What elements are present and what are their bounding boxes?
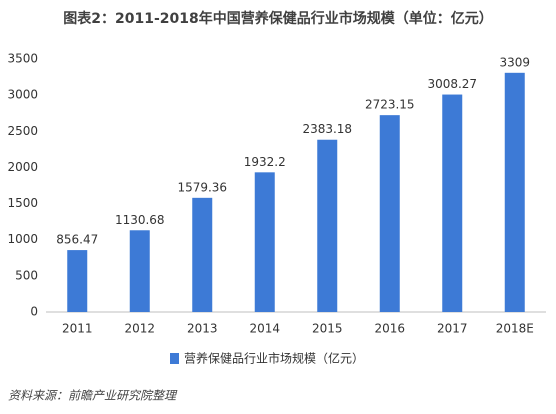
x-tick-label: 2014	[249, 322, 280, 336]
bar	[192, 197, 213, 312]
bar	[129, 230, 150, 312]
data-label: 1130.68	[115, 213, 165, 227]
x-tick-label: 2018E	[496, 322, 534, 336]
data-label: 3309	[499, 55, 530, 69]
y-tick-label: 2500	[7, 124, 38, 138]
x-tick-label: 2011	[62, 322, 93, 336]
data-label: 856.47	[56, 233, 98, 247]
x-tick-label: 2017	[437, 322, 468, 336]
legend-label: 营养保健品行业市场规模（亿元）	[184, 351, 364, 366]
bar	[254, 172, 275, 312]
legend-swatch	[170, 353, 179, 364]
data-label: 3008.27	[427, 77, 477, 91]
y-tick-label: 3500	[7, 52, 38, 66]
y-tick-label: 2000	[7, 160, 38, 174]
bar	[379, 115, 400, 313]
data-label: 1579.36	[177, 180, 227, 194]
x-tick-label: 2015	[312, 322, 343, 336]
data-label: 2723.15	[365, 98, 415, 112]
y-tick-label: 1500	[7, 196, 38, 210]
source-note: 资料来源：前瞻产业研究院整理	[8, 389, 178, 403]
bar	[317, 139, 338, 312]
y-tick-label: 3000	[7, 88, 38, 102]
y-tick-label: 1000	[7, 232, 38, 246]
x-tick-label: 2013	[187, 322, 218, 336]
bar	[504, 72, 525, 312]
data-label: 1932.2	[244, 155, 286, 169]
chart-title: 图表2：2011-2018年中国营养保健品行业市场规模（单位：亿元）	[63, 10, 492, 27]
bar	[442, 94, 463, 313]
x-tick-label: 2012	[124, 322, 155, 336]
y-tick-label: 500	[15, 268, 38, 282]
bar	[67, 250, 88, 312]
data-label: 2383.18	[302, 122, 352, 136]
y-tick-label: 0	[30, 305, 38, 319]
x-tick-label: 2016	[374, 322, 405, 336]
